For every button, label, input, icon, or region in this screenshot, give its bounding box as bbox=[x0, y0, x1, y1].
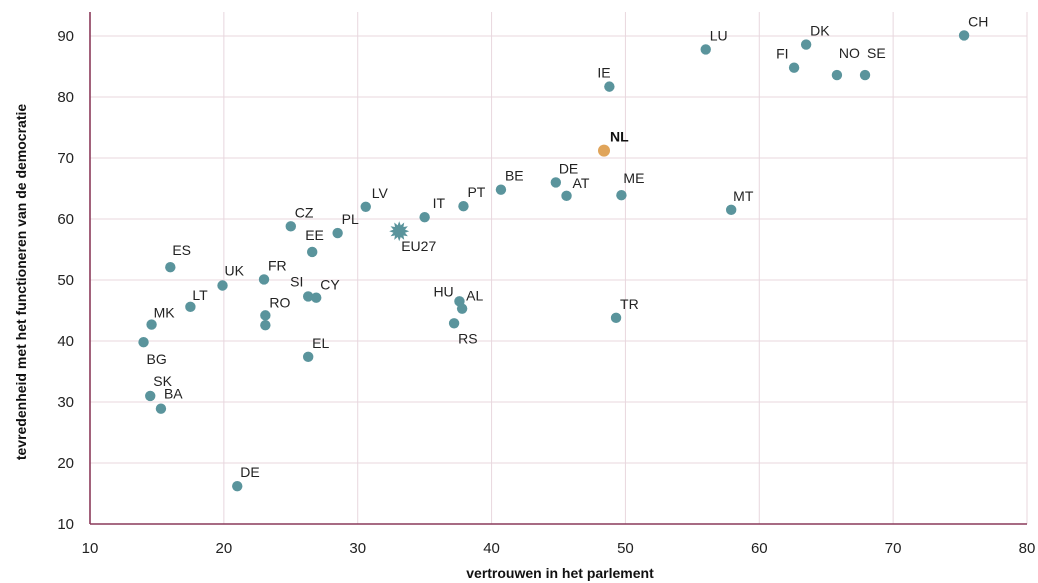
data-point bbox=[332, 227, 343, 239]
point-label: TR bbox=[620, 296, 639, 312]
point-label: BE bbox=[505, 168, 524, 184]
point-label: DE bbox=[559, 160, 578, 176]
x-tick-label: 10 bbox=[82, 540, 99, 557]
data-point bbox=[616, 190, 627, 201]
point-label: ME bbox=[623, 170, 644, 186]
data-point bbox=[165, 261, 176, 273]
grid-layer bbox=[90, 12, 1028, 524]
data-point bbox=[260, 319, 271, 331]
point-label: PL bbox=[342, 211, 359, 227]
data-point bbox=[419, 211, 430, 223]
point-label: SE bbox=[867, 45, 886, 61]
data-point bbox=[258, 274, 270, 285]
data-point bbox=[561, 190, 572, 202]
x-tick-label: 30 bbox=[349, 540, 366, 557]
point-label: IE bbox=[597, 65, 610, 81]
point-label: MK bbox=[154, 305, 176, 321]
point-label: MT bbox=[733, 188, 754, 204]
data-point bbox=[859, 69, 871, 81]
x-axis-title: vertrouwen in het parlement bbox=[466, 565, 654, 581]
data-point bbox=[138, 337, 149, 348]
x-tick-label: 60 bbox=[751, 540, 768, 557]
point-label: DK bbox=[810, 23, 830, 39]
data-point bbox=[800, 39, 812, 50]
data-point bbox=[311, 292, 322, 303]
point-label: NL bbox=[610, 129, 629, 145]
point-label: EL bbox=[312, 335, 329, 351]
data-point bbox=[458, 200, 469, 212]
point-label: RS bbox=[458, 330, 477, 346]
point-label: NO bbox=[839, 45, 860, 61]
point-label: DE bbox=[240, 464, 259, 480]
y-tick-label: 80 bbox=[57, 89, 74, 106]
x-tick-label: 80 bbox=[1019, 540, 1036, 557]
point-label: ES bbox=[172, 242, 191, 258]
point-layer bbox=[138, 30, 970, 492]
data-point bbox=[831, 69, 843, 81]
data-point bbox=[145, 390, 156, 402]
data-point bbox=[260, 310, 271, 321]
y-tick-label: 20 bbox=[57, 455, 74, 472]
y-tick-label: 90 bbox=[57, 28, 74, 45]
data-point bbox=[550, 177, 562, 188]
data-point bbox=[155, 403, 167, 414]
x-tick-label: 70 bbox=[885, 540, 902, 557]
data-point bbox=[232, 480, 243, 492]
y-tick-label: 40 bbox=[57, 333, 74, 350]
y-tick-label: 30 bbox=[57, 394, 74, 411]
eu27-star-marker bbox=[389, 221, 410, 242]
point-label: FI bbox=[776, 46, 788, 62]
point-label: AT bbox=[573, 175, 590, 191]
point-label: PT bbox=[467, 184, 485, 200]
axis-layer: 10 20 30 40 50 60 70 80 10 20 30 40 50 60 70 80 90 bbox=[57, 12, 1035, 557]
data-point bbox=[285, 221, 296, 232]
point-label: LT bbox=[192, 287, 208, 303]
point-label: SI bbox=[290, 273, 303, 289]
point-label: FR bbox=[268, 257, 287, 273]
point-label: EE bbox=[305, 227, 324, 243]
data-point bbox=[495, 184, 507, 195]
data-point bbox=[217, 280, 228, 291]
point-label: EU27 bbox=[401, 238, 436, 254]
data-point bbox=[700, 44, 711, 55]
point-label: LU bbox=[710, 27, 728, 43]
data-point bbox=[302, 291, 314, 302]
x-tick-label: 20 bbox=[216, 540, 233, 557]
y-tick-label: 10 bbox=[57, 516, 74, 533]
y-tick-label: 60 bbox=[57, 211, 74, 228]
point-label: IT bbox=[433, 195, 446, 211]
y-axis-title: tevredenheid met het functioneren van de… bbox=[13, 104, 29, 461]
data-point bbox=[610, 312, 622, 324]
data-point bbox=[302, 351, 314, 363]
point-label: SK bbox=[153, 373, 172, 389]
x-tick-label: 50 bbox=[617, 540, 634, 557]
y-tick-label: 70 bbox=[57, 150, 74, 167]
x-tick-label: 40 bbox=[483, 540, 500, 557]
data-point bbox=[958, 30, 970, 41]
point-label: RO bbox=[269, 294, 290, 310]
data-point bbox=[448, 318, 460, 329]
data-point bbox=[307, 246, 318, 258]
data-point bbox=[360, 201, 371, 212]
point-label: CY bbox=[320, 277, 340, 293]
point-label: LV bbox=[372, 185, 389, 201]
y-tick-label: 50 bbox=[57, 272, 74, 289]
point-label: BG bbox=[147, 351, 167, 367]
point-label: AL bbox=[466, 288, 483, 304]
point-label: CZ bbox=[295, 204, 314, 220]
data-point bbox=[788, 62, 800, 73]
data-point bbox=[604, 81, 615, 92]
highlight-point bbox=[598, 144, 611, 157]
data-point bbox=[185, 301, 196, 313]
point-label: BA bbox=[164, 386, 183, 402]
point-label: HU bbox=[433, 283, 453, 299]
data-point bbox=[725, 204, 737, 216]
data-point bbox=[146, 319, 157, 330]
data-point bbox=[456, 303, 468, 314]
point-label: CH bbox=[968, 13, 988, 29]
point-label: UK bbox=[225, 262, 245, 278]
